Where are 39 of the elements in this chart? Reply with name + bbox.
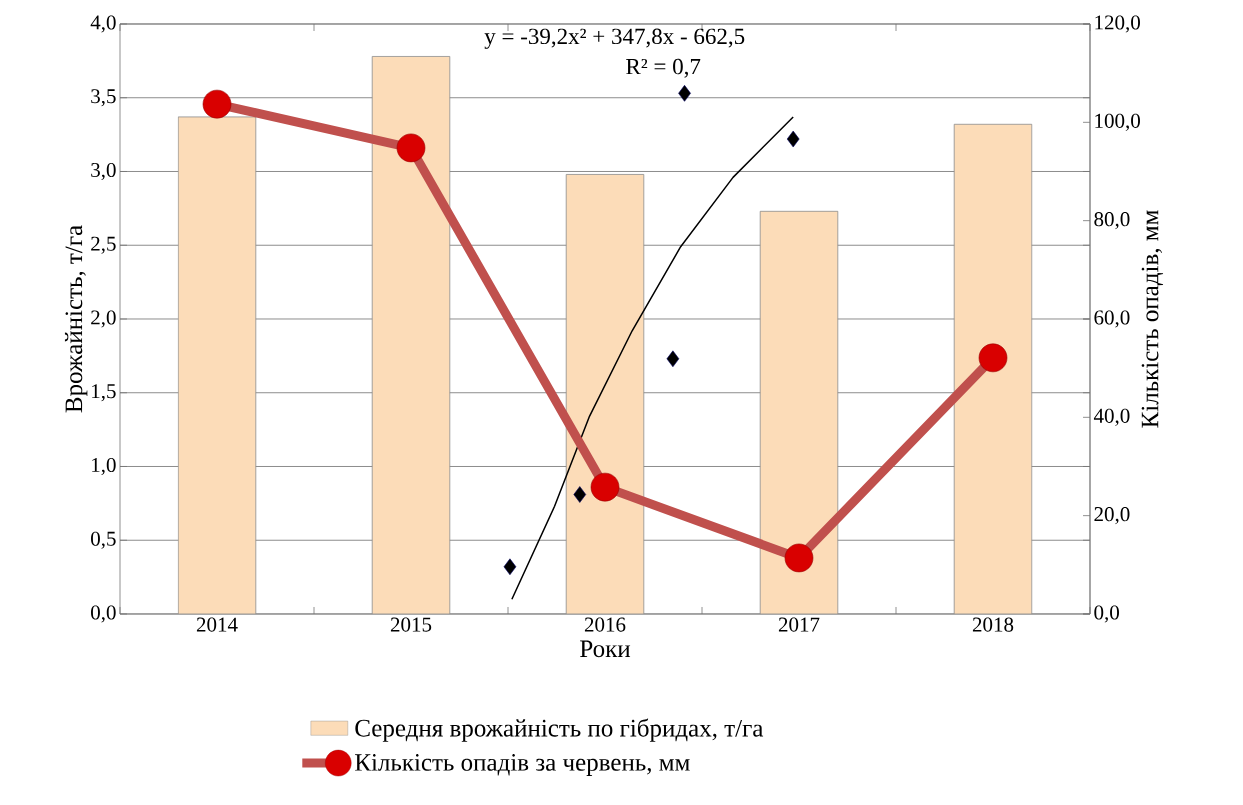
y-tick-label: 0,0 [91,605,116,623]
y2-axis-title: Кількість опадів, мм [1141,210,1164,428]
point [786,130,800,148]
y2-tick-label: 0,0 [1094,605,1119,623]
bar [759,210,839,614]
y2-tick-label: 100,0 [1095,113,1140,131]
y-tick-label: 3,0 [91,162,116,181]
point [678,85,691,102]
y-tick-label: 4,0 [90,15,116,33]
x-tick-label: 2015 [390,617,432,632]
bar [565,174,645,614]
y2-tick-label: 20,0 [1094,507,1130,525]
y-tick-label: 3,5 [91,89,116,107]
point [666,350,680,368]
y2-tick-label: 40,0 [1093,408,1130,426]
annotation: y = -39,2x² + 347,8x - 662,5 [484,28,745,49]
x-tick-label: 2017 [778,617,820,632]
bar [953,123,1033,614]
line-series [511,116,794,600]
y2-tick-label: 120,0 [1095,15,1140,33]
bar [371,56,451,614]
x-tick-label: 2014 [196,617,238,632]
y-tick-label: 2,0 [91,310,116,328]
legend-label: Середня врожайність по гібридах, т/га [355,718,764,742]
y-tick-label: 1,0 [92,457,116,476]
bar [177,116,257,614]
point [503,558,517,576]
point [573,486,587,503]
y-tick-label: 1,5 [92,384,116,402]
annotation: R² = 0,7 [626,58,701,78]
legend-label: Кількість опадів за червень, мм [355,754,690,776]
y-tick-label: 0,5 [91,531,116,549]
x-axis-title: Роки [580,640,631,658]
y2-tick-label: 60,0 [1094,310,1130,328]
y2-tick-label: 80,0 [1094,212,1130,230]
x-tick-label: 2016 [584,617,626,632]
x-tick-label: 2018 [972,617,1014,632]
y-axis-title: Врожайність, т/га [64,225,88,413]
y-tick-label: 2,5 [91,236,116,254]
